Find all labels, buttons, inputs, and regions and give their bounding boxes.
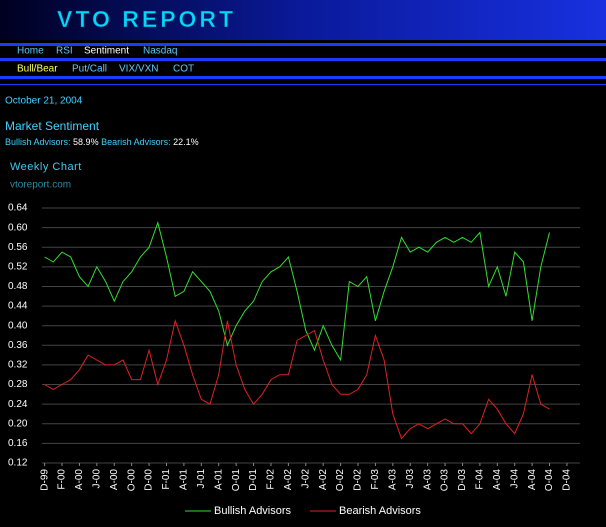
y-tick-label: 0.48 [8, 281, 28, 292]
x-tick-label: A-01 [179, 469, 190, 491]
nav-link[interactable]: COT [173, 64, 194, 75]
x-tick-label: J-01 [196, 469, 207, 489]
y-tick-label: 0.24 [8, 399, 28, 410]
x-tick-label: A-00 [74, 469, 85, 491]
x-tick-label: D-01 [248, 469, 259, 491]
y-tick-label: 0.52 [8, 261, 28, 272]
chart-label: Weekly Chart [10, 161, 82, 173]
series-line [44, 220, 550, 362]
section-title: Market Sentiment [5, 119, 100, 133]
x-tick-label: O-00 [126, 469, 137, 492]
x-tick-label: A-02 [283, 469, 294, 491]
bearish-value: 22.1% [173, 137, 199, 147]
nav-link[interactable]: RSI [56, 46, 73, 57]
x-tick-label: J-00 [91, 469, 102, 489]
x-tick-label: F-04 [475, 469, 486, 490]
y-tick-label: 0.28 [8, 379, 28, 390]
x-tick-label: F-00 [57, 469, 68, 490]
x-tick-label: F-01 [161, 469, 172, 490]
nav-link[interactable]: Put/Call [72, 64, 107, 75]
x-tick-label: A-04 [527, 469, 538, 491]
x-tick-label: D-99 [39, 469, 50, 491]
nav-link[interactable]: Home [17, 46, 44, 57]
x-tick-label: A-04 [492, 469, 503, 491]
x-tick-label: J-04 [509, 469, 520, 489]
x-tick-label: O-01 [231, 469, 242, 492]
site-name: vtoreport.com [10, 180, 71, 191]
y-tick-label: 0.56 [8, 242, 28, 253]
date: October 21, 2004 [5, 96, 83, 107]
nav-bar [0, 76, 606, 79]
nav-link[interactable]: Bull/Bear [17, 64, 58, 75]
x-tick-label: D-02 [353, 469, 364, 491]
bullish-value: 58.9% [73, 137, 99, 147]
summary: Bullish Advisors: 58.9% Bearish Advisors… [5, 137, 199, 147]
y-tick-label: 0.36 [8, 340, 28, 351]
x-tick-label: A-03 [422, 469, 433, 491]
header-banner [0, 0, 606, 40]
y-tick-label: 0.64 [8, 203, 28, 214]
nav-link[interactable]: Sentiment [84, 46, 129, 57]
x-tick-label: J-02 [300, 469, 311, 489]
x-tick-label: O-03 [440, 469, 451, 492]
y-tick-label: 0.16 [8, 438, 28, 449]
site-title: VTO REPORT [57, 6, 236, 32]
nav-link[interactable]: VIX/VXN [119, 64, 158, 75]
x-tick-label: A-01 [213, 469, 224, 491]
nav-bar [0, 43, 606, 46]
y-tick-label: 0.20 [8, 418, 28, 429]
nav-link[interactable]: Nasdaq [143, 46, 177, 57]
nav-bar [0, 58, 606, 61]
legend-label: Bearish Advisors [339, 505, 421, 517]
y-tick-label: 0.60 [8, 222, 28, 233]
y-tick-label: 0.40 [8, 320, 28, 331]
legend-label: Bullish Advisors [214, 505, 292, 517]
x-tick-label: O-02 [335, 469, 346, 492]
x-tick-label: A-03 [387, 469, 398, 491]
x-tick-label: F-03 [370, 469, 381, 490]
x-tick-label: A-02 [318, 469, 329, 491]
y-tick-label: 0.32 [8, 360, 28, 371]
bullish-label: Bullish Advisors: [5, 137, 71, 147]
x-tick-label: D-00 [144, 469, 155, 491]
x-tick-label: D-04 [562, 469, 573, 491]
x-tick-label: D-03 [457, 469, 468, 491]
nav-bar [0, 84, 606, 85]
bearish-label: Bearish Advisors: [101, 137, 171, 147]
series-line [44, 318, 550, 440]
x-tick-label: O-04 [544, 469, 555, 492]
y-tick-label: 0.12 [8, 458, 28, 469]
x-tick-label: J-03 [405, 469, 416, 489]
x-tick-label: F-02 [266, 469, 277, 490]
x-tick-label: A-00 [109, 469, 120, 491]
y-tick-label: 0.44 [8, 301, 28, 312]
